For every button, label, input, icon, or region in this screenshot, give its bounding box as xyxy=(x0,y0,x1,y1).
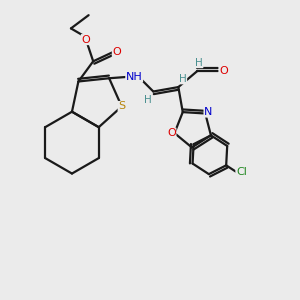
Text: S: S xyxy=(118,101,125,112)
Text: O: O xyxy=(219,66,228,76)
Text: O: O xyxy=(81,34,90,45)
Text: N: N xyxy=(204,107,212,117)
Text: NH: NH xyxy=(126,72,142,82)
Text: O: O xyxy=(167,128,176,138)
Text: H: H xyxy=(144,95,152,105)
Text: H: H xyxy=(179,74,187,84)
Text: Cl: Cl xyxy=(236,167,247,177)
Text: H: H xyxy=(195,58,203,68)
Text: O: O xyxy=(112,47,121,57)
